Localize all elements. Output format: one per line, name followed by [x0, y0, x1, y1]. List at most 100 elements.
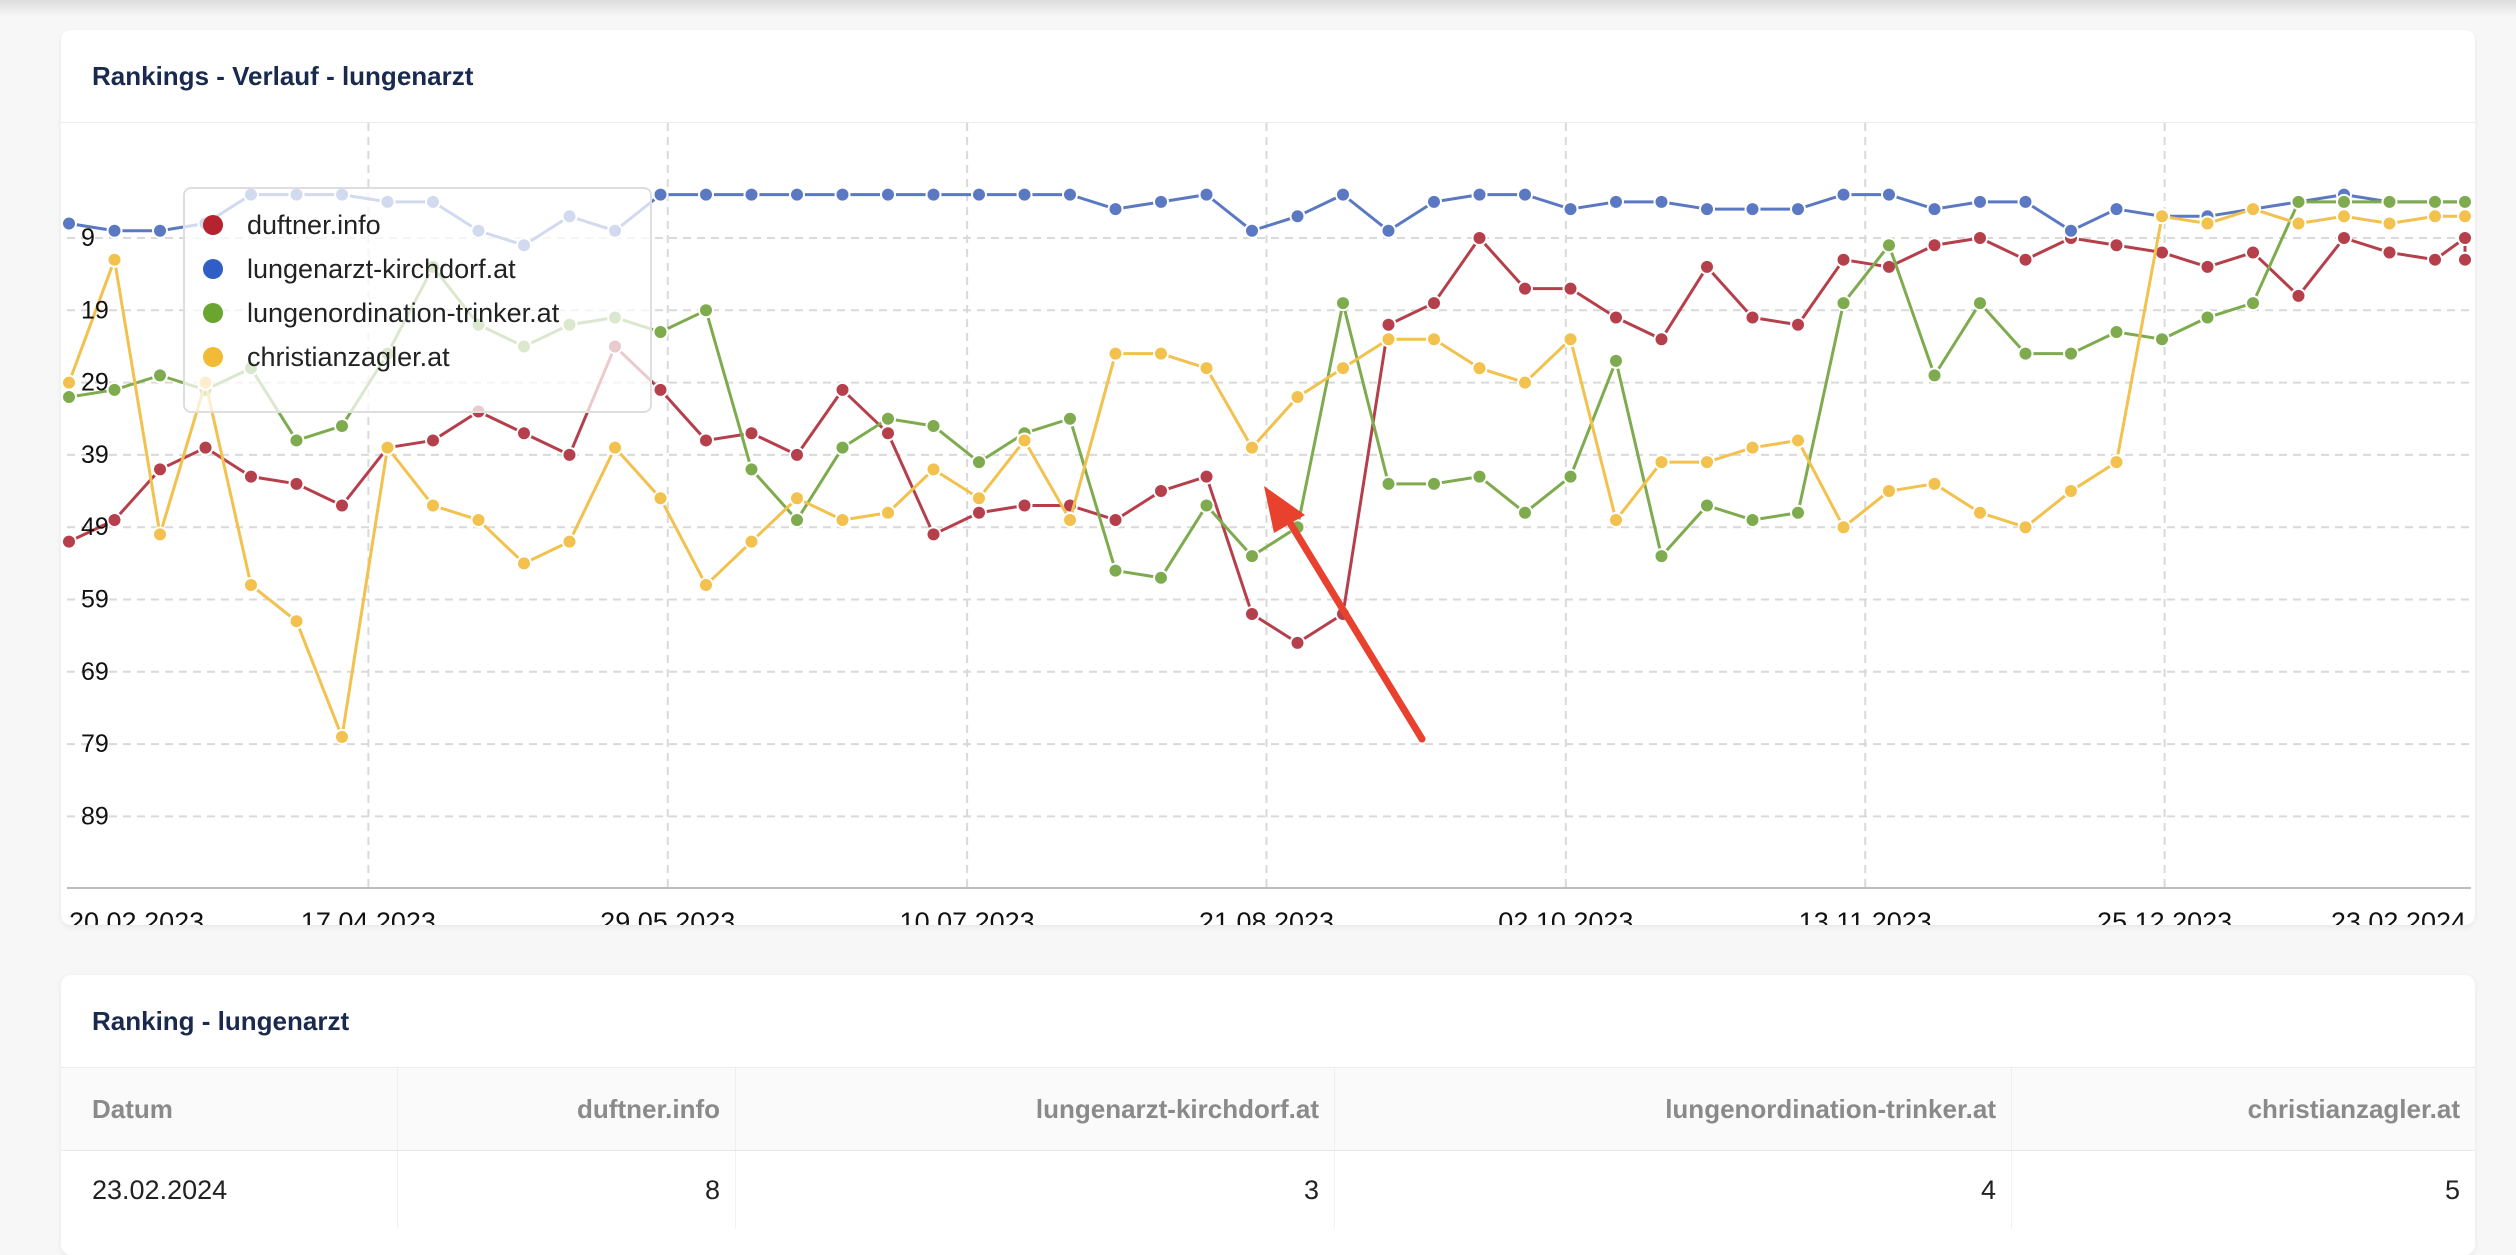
data-point[interactable] — [2017, 345, 2034, 362]
data-point[interactable] — [925, 461, 942, 478]
data-point[interactable] — [2381, 244, 2398, 261]
data-point[interactable] — [834, 511, 851, 528]
data-point[interactable] — [834, 439, 851, 456]
data-point[interactable] — [1107, 511, 1124, 528]
data-point[interactable] — [743, 461, 760, 478]
data-point[interactable] — [1744, 309, 1761, 326]
data-point[interactable] — [61, 533, 77, 550]
data-point[interactable] — [1744, 439, 1761, 456]
data-point[interactable] — [1699, 258, 1715, 275]
data-point[interactable] — [1608, 193, 1624, 210]
data-point[interactable] — [288, 613, 305, 630]
data-point[interactable] — [1653, 193, 1670, 210]
data-point[interactable] — [1107, 345, 1124, 362]
data-point[interactable] — [1198, 497, 1215, 514]
data-point[interactable] — [1471, 186, 1488, 203]
data-point[interactable] — [1062, 511, 1078, 528]
data-point[interactable] — [789, 490, 805, 507]
data-point[interactable] — [61, 215, 77, 232]
data-point[interactable] — [1835, 186, 1852, 203]
data-point[interactable] — [652, 186, 669, 203]
data-point[interactable] — [106, 511, 123, 528]
data-point[interactable] — [1016, 497, 1033, 514]
data-point[interactable] — [2199, 215, 2216, 232]
data-point[interactable] — [1699, 201, 1715, 218]
data-point[interactable] — [971, 490, 987, 507]
data-point[interactable] — [2154, 331, 2170, 348]
data-point[interactable] — [1881, 237, 1897, 254]
data-point[interactable] — [1972, 295, 1988, 312]
data-point[interactable] — [1426, 295, 1442, 312]
data-point[interactable] — [2063, 483, 2079, 500]
data-point[interactable] — [1562, 201, 1579, 218]
data-point[interactable] — [1835, 251, 1852, 268]
data-point[interactable] — [561, 446, 578, 463]
column-header-datum[interactable]: Datum — [61, 1068, 398, 1151]
data-point[interactable] — [106, 381, 123, 398]
data-point[interactable] — [2017, 251, 2034, 268]
data-point[interactable] — [1744, 201, 1761, 218]
data-point[interactable] — [1426, 331, 1442, 348]
data-point[interactable] — [971, 504, 987, 521]
data-point[interactable] — [1926, 367, 1943, 384]
data-point[interactable] — [2336, 193, 2352, 210]
data-point[interactable] — [698, 186, 714, 203]
data-point[interactable] — [470, 511, 487, 528]
data-point[interactable] — [152, 461, 168, 478]
data-point[interactable] — [1790, 432, 1806, 449]
data-point[interactable] — [1699, 497, 1715, 514]
data-point[interactable] — [61, 389, 77, 406]
data-point[interactable] — [1380, 331, 1397, 348]
data-point[interactable] — [789, 446, 805, 463]
data-point[interactable] — [789, 186, 805, 203]
data-point[interactable] — [2290, 193, 2307, 210]
data-point[interactable] — [2108, 323, 2125, 340]
data-point[interactable] — [61, 374, 77, 391]
data-point[interactable] — [1426, 475, 1442, 492]
data-point[interactable] — [1244, 222, 1260, 239]
data-point[interactable] — [1699, 454, 1715, 471]
data-point[interactable] — [2199, 258, 2216, 275]
data-point[interactable] — [2457, 193, 2473, 210]
legend-item-kirchdorf[interactable]: lungenarzt-kirchdorf.at — [185, 247, 650, 291]
data-point[interactable] — [1153, 569, 1169, 586]
data-point[interactable] — [425, 497, 441, 514]
data-point[interactable] — [152, 367, 168, 384]
column-header-zagler[interactable]: christianzagler.at — [2011, 1068, 2475, 1151]
data-point[interactable] — [2245, 244, 2261, 261]
data-point[interactable] — [1289, 634, 1306, 651]
data-point[interactable] — [2154, 208, 2170, 225]
data-point[interactable] — [1653, 331, 1670, 348]
data-point[interactable] — [1744, 511, 1761, 528]
data-point[interactable] — [379, 439, 396, 456]
data-point[interactable] — [2108, 201, 2125, 218]
data-point[interactable] — [1380, 475, 1397, 492]
data-point[interactable] — [197, 439, 214, 456]
data-point[interactable] — [607, 439, 623, 456]
data-point[interactable] — [925, 186, 942, 203]
data-point[interactable] — [1289, 208, 1306, 225]
column-header-duftner[interactable]: duftner.info — [397, 1068, 736, 1151]
data-point[interactable] — [1471, 360, 1488, 377]
data-point[interactable] — [2427, 208, 2443, 225]
data-point[interactable] — [2245, 201, 2261, 218]
data-point[interactable] — [925, 526, 942, 543]
data-point[interactable] — [1244, 439, 1260, 456]
data-point[interactable] — [1380, 316, 1397, 333]
legend-item-zagler[interactable]: christianzagler.at — [185, 335, 650, 379]
data-point[interactable] — [1153, 345, 1169, 362]
data-point[interactable] — [925, 417, 942, 434]
data-point[interactable] — [1107, 562, 1124, 579]
data-point[interactable] — [1972, 230, 1988, 246]
data-point[interactable] — [1016, 186, 1033, 203]
data-point[interactable] — [1016, 432, 1033, 449]
data-point[interactable] — [743, 533, 760, 550]
data-point[interactable] — [1198, 360, 1215, 377]
data-point[interactable] — [2108, 454, 2125, 471]
data-point[interactable] — [2108, 237, 2125, 254]
data-point[interactable] — [2063, 345, 2079, 362]
data-point[interactable] — [1062, 186, 1078, 203]
data-point[interactable] — [1517, 280, 1533, 297]
data-point[interactable] — [1608, 352, 1624, 369]
column-header-trinker[interactable]: lungenordination-trinker.at — [1334, 1068, 2012, 1151]
